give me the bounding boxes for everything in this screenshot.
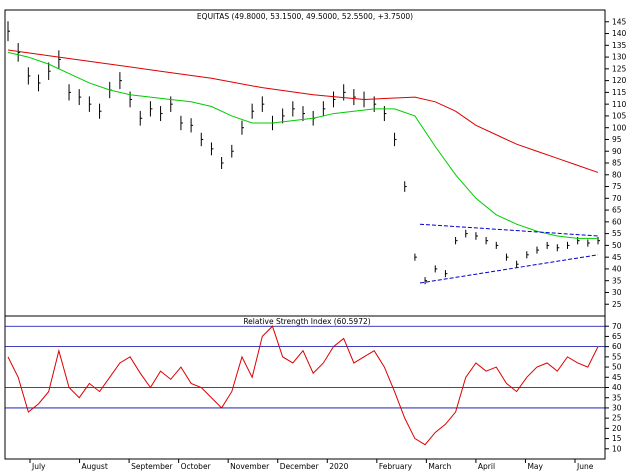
x-tick-label: May	[527, 462, 543, 471]
price-y-tick-label: 145	[612, 17, 627, 26]
price-panel-frame	[4, 9, 606, 317]
price-y-tick-label: 95	[612, 135, 622, 144]
price-y-axis: 25 30 35 40 45 50 55 60 65 70 75 80 85 90 95 100 105 110 1…	[605, 17, 627, 309]
rsi-y-tick-label: 65	[612, 332, 622, 341]
moving-average-long-line	[7, 49, 599, 173]
price-y-tick-label: 65	[612, 206, 622, 215]
price-y-tick-label: 25	[612, 300, 622, 309]
rsi-y-tick-label: 45	[612, 373, 622, 382]
price-y-tick-label: 125	[612, 64, 627, 73]
rsi-series-group	[7, 325, 599, 446]
x-tick-label: August	[82, 462, 108, 471]
price-y-tick-label: 115	[612, 88, 627, 97]
price-y-tick-label: 100	[612, 123, 627, 132]
rsi-y-tick-label: 10	[612, 444, 622, 453]
x-tick-label: December	[280, 462, 320, 471]
price-y-tick-label: 130	[612, 53, 627, 62]
x-tick-label: March	[428, 462, 451, 471]
price-y-tick-label: 35	[612, 276, 622, 285]
price-y-tick-label: 70	[612, 194, 622, 203]
rsi-y-tick-label: 50	[612, 363, 622, 372]
rsi-chart-title: Relative Strength Index (60.5972)	[243, 317, 370, 326]
price-y-tick-label: 60	[612, 217, 622, 226]
rsi-y-tick-label: 25	[612, 414, 622, 423]
rsi-title-background	[245, 317, 369, 326]
moving-average-short-line	[7, 51, 598, 239]
price-panel: EQUITAS (49.8000, 53.1500, 49.5000, 52.5…	[4, 9, 627, 317]
price-chart-title: EQUITAS (49.8000, 53.1500, 49.5000, 52.5…	[197, 12, 413, 21]
price-y-tick-label: 140	[612, 29, 627, 38]
price-y-tick-label: 30	[612, 288, 622, 297]
rsi-reference-lines	[5, 325, 605, 409]
x-tick-label: February	[379, 462, 413, 471]
x-tick-label: April	[478, 462, 495, 471]
x-tick-label: November	[230, 462, 270, 471]
rsi-y-tick-label: 70	[612, 322, 622, 331]
x-tick-label: September	[131, 462, 173, 471]
price-y-tick-label: 50	[612, 241, 622, 250]
price-y-tick-label: 105	[612, 112, 627, 121]
price-y-tick-label: 135	[612, 41, 627, 50]
price-series-group	[7, 21, 600, 285]
rsi-y-tick-label: 40	[612, 383, 622, 392]
x-axis: July August September October November Decemb…	[29, 459, 594, 471]
price-y-tick-label: 40	[612, 265, 622, 274]
triangle-trendline	[419, 254, 599, 284]
price-y-tick-label: 110	[612, 100, 627, 109]
rsi-y-tick-label: 35	[612, 393, 622, 402]
rsi-y-tick-label: 55	[612, 352, 622, 361]
x-tick-label: 2020	[329, 462, 348, 471]
price-y-tick-label: 80	[612, 170, 622, 179]
rsi-y-tick-label: 20	[612, 424, 622, 433]
rsi-y-tick-label: 15	[612, 434, 622, 443]
rsi-panel: Relative Strength Index (60.5972) 101520…	[4, 315, 622, 460]
x-tick-label: July	[31, 462, 46, 471]
x-tick-label: June	[576, 462, 594, 471]
price-y-tick-label: 120	[612, 76, 627, 85]
x-tick-label: October	[181, 462, 212, 471]
rsi-y-tick-label: 30	[612, 404, 622, 413]
rsi-y-tick-label: 60	[612, 342, 622, 351]
price-y-tick-label: 85	[612, 159, 622, 168]
price-y-tick-label: 75	[612, 182, 622, 191]
price-y-tick-label: 45	[612, 253, 622, 262]
rsi-line	[7, 325, 599, 446]
price-y-tick-label: 55	[612, 229, 622, 238]
price-y-tick-label: 90	[612, 147, 622, 156]
